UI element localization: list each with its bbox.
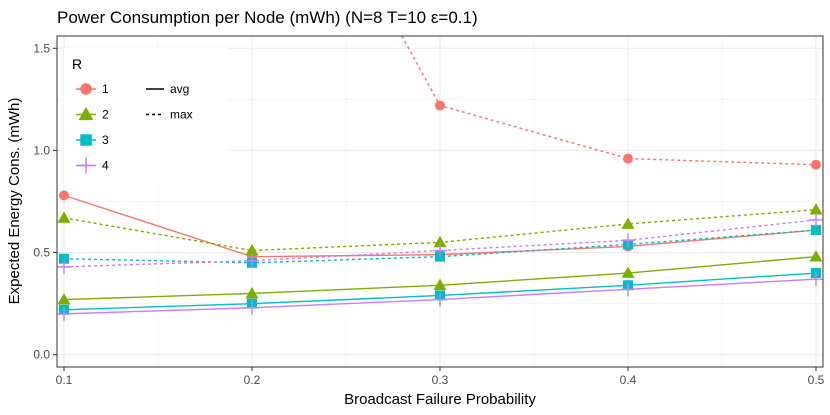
legend-key-marker-r2 (78, 107, 94, 121)
point-r4-max (433, 243, 447, 258)
legend-label-max: max (170, 108, 193, 122)
legend-key-marker-r4 (77, 157, 95, 174)
point-r1-max (811, 159, 821, 170)
chart-title: Power Consumption per Node (mWh) (N=8 T=… (57, 8, 478, 27)
x-tick-label: 0.5 (808, 373, 825, 387)
point-r4-max (809, 212, 823, 227)
y-tick-label: 1.0 (33, 143, 50, 157)
point-r2-avg (57, 293, 71, 305)
point-r1-max (623, 153, 633, 164)
point-r2-max (809, 203, 823, 215)
y-axis-title: Expected Energy Cons. (mWh) (6, 98, 23, 305)
legend-label-r2: 2 (102, 108, 109, 122)
x-tick-label: 0.1 (56, 373, 73, 387)
legend: R 1 2 3 4 avg max (64, 48, 228, 183)
legend-label-r1: 1 (102, 82, 109, 96)
point-r2-avg (621, 266, 635, 278)
point-r2-max (57, 211, 71, 223)
legend-background (64, 48, 228, 183)
point-r4-max (245, 253, 259, 268)
y-tick-label: 0.5 (33, 246, 50, 260)
legend-label-r4: 4 (102, 159, 109, 173)
point-r4-avg (621, 282, 635, 297)
axis-ticks: 0.1 0.2 0.3 0.4 0.5 0.0 0.5 1.0 1.5 (33, 41, 824, 387)
legend-key-marker-r3 (80, 134, 92, 146)
y-tick-label: 1.5 (33, 41, 50, 55)
x-axis-title: Broadcast Failure Probability (344, 391, 536, 408)
point-r4-avg (245, 300, 259, 315)
series-points (57, 100, 823, 321)
x-tick-label: 0.4 (620, 373, 637, 387)
point-r3-max (59, 253, 69, 264)
point-r4-avg (57, 306, 71, 321)
point-r1-max (435, 100, 445, 111)
point-r2-max (621, 217, 635, 229)
point-r4-avg (809, 272, 823, 287)
x-tick-label: 0.3 (432, 373, 449, 387)
legend-key-marker-r1 (80, 83, 92, 95)
y-tick-label: 0.0 (33, 348, 50, 362)
legend-label-avg: avg (170, 82, 189, 96)
point-r2-avg (245, 286, 259, 299)
x-tick-label: 0.2 (244, 373, 261, 387)
point-r2-avg (433, 278, 447, 291)
point-r2-max (433, 235, 447, 248)
point-r4-avg (433, 292, 447, 307)
point-r3-max (811, 225, 821, 236)
point-r4-max (57, 259, 71, 274)
point-r1-avg (59, 190, 69, 201)
point-r4-max (621, 233, 635, 248)
point-r2-max (245, 244, 259, 256)
legend-label-r3: 3 (102, 133, 109, 147)
point-r2-avg (809, 250, 823, 262)
series-line-r1-max (401, 36, 817, 166)
legend-title: R (72, 56, 82, 72)
